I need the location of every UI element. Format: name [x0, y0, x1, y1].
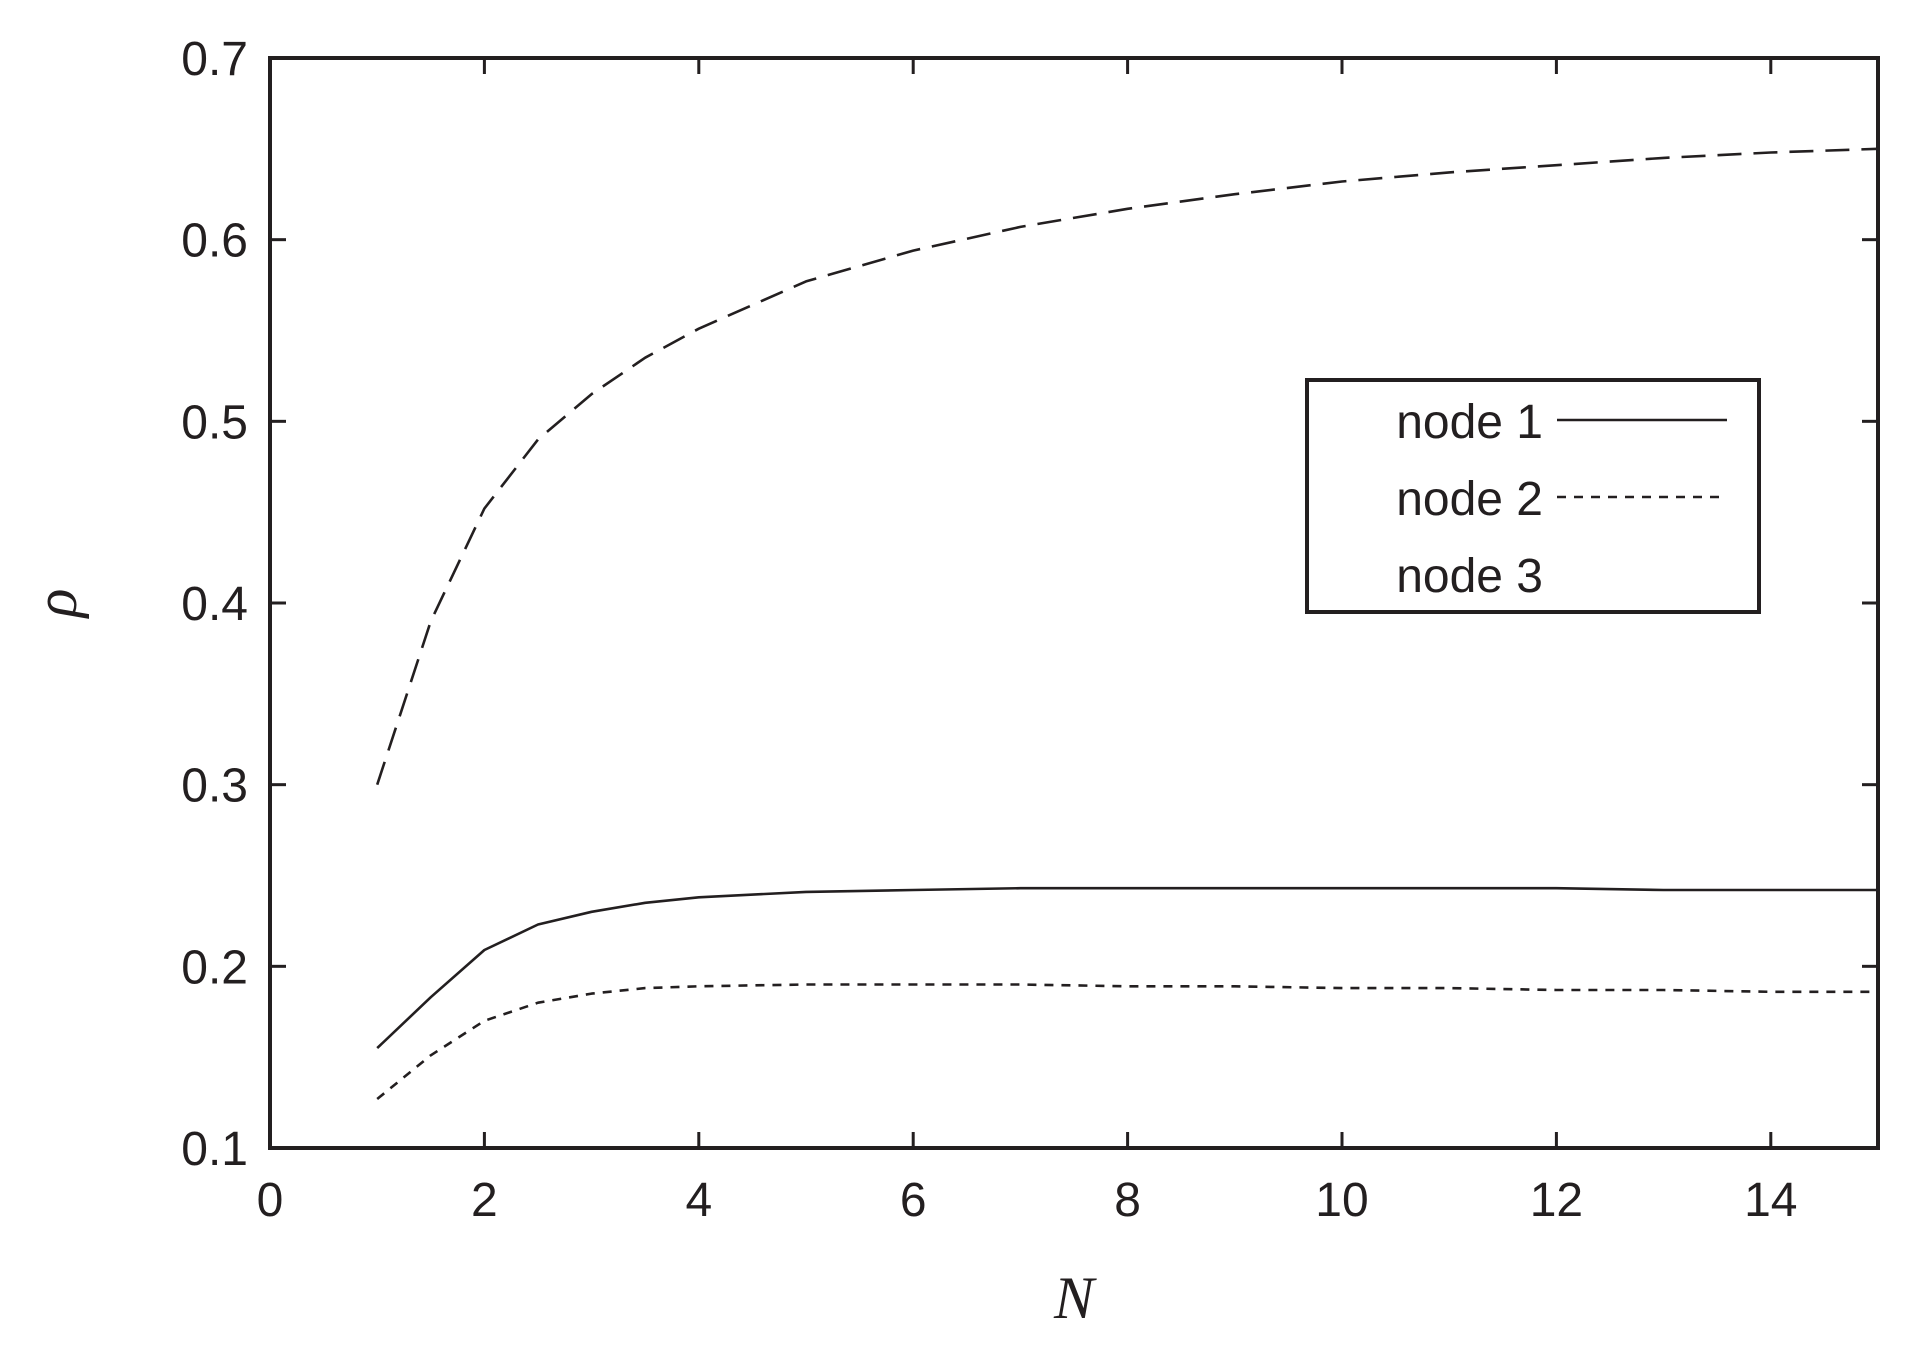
- x-tick-label: 12: [1530, 1174, 1583, 1227]
- y-tick-label: 0.7: [181, 33, 248, 86]
- y-tick-label: 0.2: [181, 941, 248, 994]
- x-tick-label: 14: [1744, 1174, 1797, 1227]
- x-tick-label: 10: [1315, 1174, 1368, 1227]
- plot-area: [268, 56, 1880, 1150]
- y-tick-label: 0.1: [181, 1123, 248, 1176]
- legend-box: [1305, 378, 1761, 614]
- plot-frame: [268, 56, 1880, 1150]
- y-axis: 0.1 0.2 0.3 0.4 0.5 0.6 0.7: [181, 33, 1878, 1176]
- series-line-3: [375, 147, 1879, 786]
- x-tick-label: 4: [685, 1174, 712, 1227]
- x-tick-label: 2: [471, 1174, 498, 1227]
- y-tick-label: 0.3: [181, 760, 248, 813]
- x-axis-title: N: [1053, 1265, 1097, 1331]
- series-line-1: [376, 886, 1878, 1050]
- legend: node 1 node 2 node 3: [1305, 378, 1761, 614]
- legend-label: node 2: [1396, 473, 1543, 526]
- y-tick-label: 0.6: [181, 215, 248, 268]
- legend-label: node 1: [1396, 396, 1543, 449]
- x-tick-label: 8: [1114, 1174, 1141, 1227]
- x-tick-label: 6: [900, 1174, 927, 1227]
- series-layer: [375, 147, 1879, 1101]
- legend-label: node 3: [1396, 550, 1543, 603]
- y-axis-title: ρ: [23, 589, 89, 620]
- y-tick-label: 0.4: [181, 578, 248, 631]
- x-axis: 0 2 4 6 8 10 12 14: [257, 58, 1797, 1227]
- series-line-2: [376, 983, 1878, 1101]
- x-tick-label: 0: [257, 1174, 284, 1227]
- y-tick-label: 0.5: [181, 396, 248, 449]
